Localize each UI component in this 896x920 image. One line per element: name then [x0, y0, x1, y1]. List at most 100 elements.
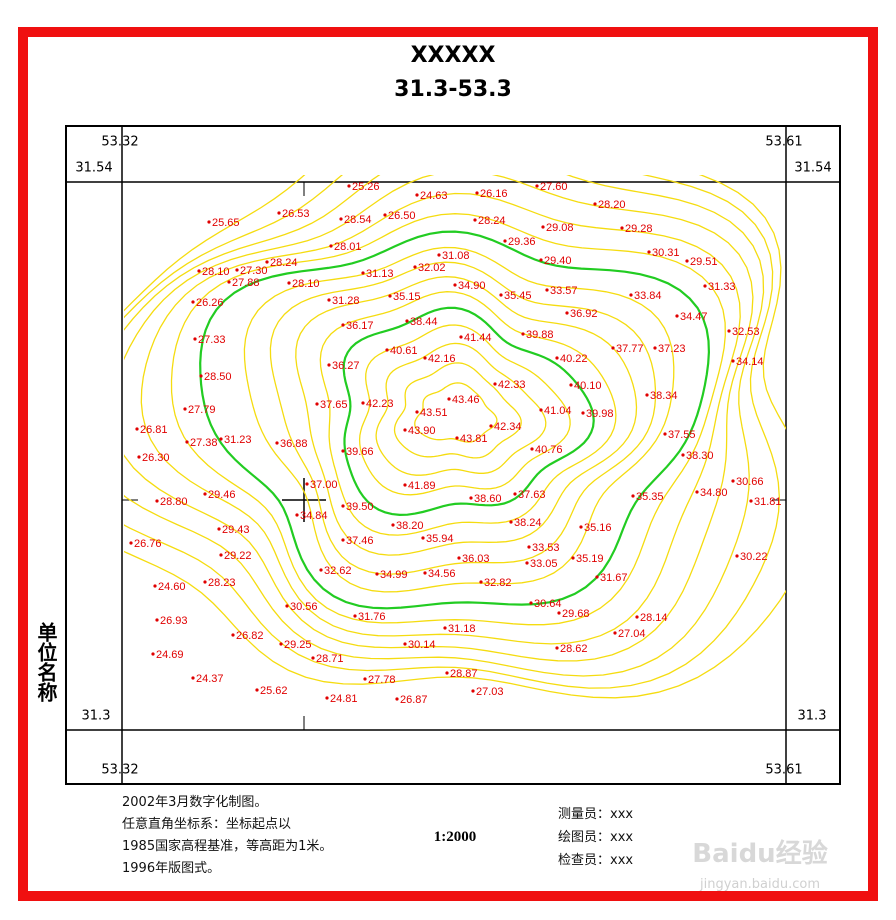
spot-height: 31.08 [442, 250, 470, 262]
spot-height: 37.46 [346, 535, 374, 547]
corner-label: 31.54 [794, 161, 831, 176]
spot-point [185, 440, 189, 444]
spot-point [391, 523, 395, 527]
spot-height: 39.88 [526, 329, 554, 341]
contour [124, 175, 786, 699]
spot-height: 37.55 [668, 429, 696, 441]
spot-height: 26.81 [140, 424, 168, 436]
contour [170, 213, 726, 626]
spot-height: 43.81 [460, 433, 488, 445]
spot-height: 34.99 [380, 569, 408, 581]
spot-height: 35.94 [426, 533, 454, 545]
corner-label: 31.3 [798, 709, 827, 724]
spot-point [341, 504, 345, 508]
spot-point [325, 696, 329, 700]
spot-point [137, 455, 141, 459]
spot-height: 28.10 [202, 266, 230, 278]
spot-point [277, 211, 281, 215]
spot-height: 33.57 [550, 285, 578, 297]
spot-point [445, 671, 449, 675]
spot-point [447, 397, 451, 401]
contour [124, 175, 765, 677]
spot-height: 29.36 [508, 236, 536, 248]
spot-point [611, 346, 615, 350]
spot-height: 32.82 [484, 577, 512, 589]
spot-point [529, 601, 533, 605]
spot-height: 28.87 [450, 668, 478, 680]
spot-height: 38.20 [396, 520, 424, 532]
spot-point [565, 311, 569, 315]
spot-point [653, 346, 657, 350]
spot-height: 28.10 [292, 278, 320, 290]
spot-point [341, 449, 345, 453]
spot-point [475, 191, 479, 195]
spot-height: 26.16 [480, 188, 508, 200]
spot-point [479, 580, 483, 584]
spot-point [541, 225, 545, 229]
corner-label: 31.3 [82, 709, 111, 724]
spot-point [403, 428, 407, 432]
spot-point [663, 432, 667, 436]
spot-height: 38.30 [686, 450, 714, 462]
spot-point [703, 284, 707, 288]
spot-point [499, 293, 503, 297]
spot-point [535, 184, 539, 188]
spot-height: 33.05 [530, 558, 558, 570]
spot-point [203, 580, 207, 584]
spot-point [197, 269, 201, 273]
spot-point [403, 483, 407, 487]
spot-point [207, 220, 211, 224]
spot-point [341, 538, 345, 542]
title: XXXXX [411, 43, 496, 68]
spot-point [388, 294, 392, 298]
spot-height: 30.22 [740, 551, 768, 563]
spot-point [595, 575, 599, 579]
spot-height: 28.24 [270, 257, 298, 269]
spot-height: 26.76 [134, 538, 162, 550]
staff-line: 测量员：xxx [558, 807, 633, 822]
spot-height: 27.03 [476, 686, 504, 698]
note-line: 任意直角坐标系：坐标起点以 [122, 816, 291, 832]
note-line: 1996年版图式。 [122, 861, 220, 876]
spot-height: 36.17 [346, 320, 374, 332]
spot-height: 40.61 [390, 345, 418, 357]
spot-height: 37.23 [658, 343, 686, 355]
spot-height: 39.66 [346, 446, 374, 458]
frame [65, 125, 841, 785]
spot-height: 34.14 [736, 356, 764, 368]
spot-height: 37.77 [616, 343, 644, 355]
spot-height: 28.14 [640, 612, 668, 624]
scale: 1:2000 [434, 829, 477, 845]
spot-height: 31.18 [448, 623, 476, 635]
spot-point [521, 332, 525, 336]
spot-height: 35.35 [636, 491, 664, 503]
spot-height: 33.84 [634, 290, 662, 302]
spot-height: 31.28 [332, 295, 360, 307]
corner-label: 53.32 [101, 135, 138, 150]
spot-height: 29.43 [222, 524, 250, 536]
spot-height: 28.20 [598, 199, 626, 211]
staff-line: 检查员：xxx [558, 853, 633, 868]
spot-height: 24.81 [330, 693, 358, 705]
contour [124, 175, 780, 689]
spot-height: 34.90 [458, 280, 486, 292]
spot-height: 42.16 [428, 353, 456, 365]
spot-point [681, 453, 685, 457]
spot-height: 38.24 [514, 517, 542, 529]
spot-point [457, 556, 461, 560]
spot-point [353, 614, 357, 618]
spot-point [557, 611, 561, 615]
spot-height: 26.50 [388, 210, 416, 222]
spot-point [503, 239, 507, 243]
spot-height: 28.01 [334, 241, 362, 253]
spot-point [311, 656, 315, 660]
spot-point [199, 374, 203, 378]
spot-point [727, 329, 731, 333]
spot-height: 27.04 [618, 628, 646, 640]
spot-height: 31.76 [358, 611, 386, 623]
spot-point [571, 556, 575, 560]
spot-point [203, 492, 207, 496]
index-contour [199, 230, 711, 610]
spot-point [489, 424, 493, 428]
spot-height: 38.34 [650, 390, 678, 402]
